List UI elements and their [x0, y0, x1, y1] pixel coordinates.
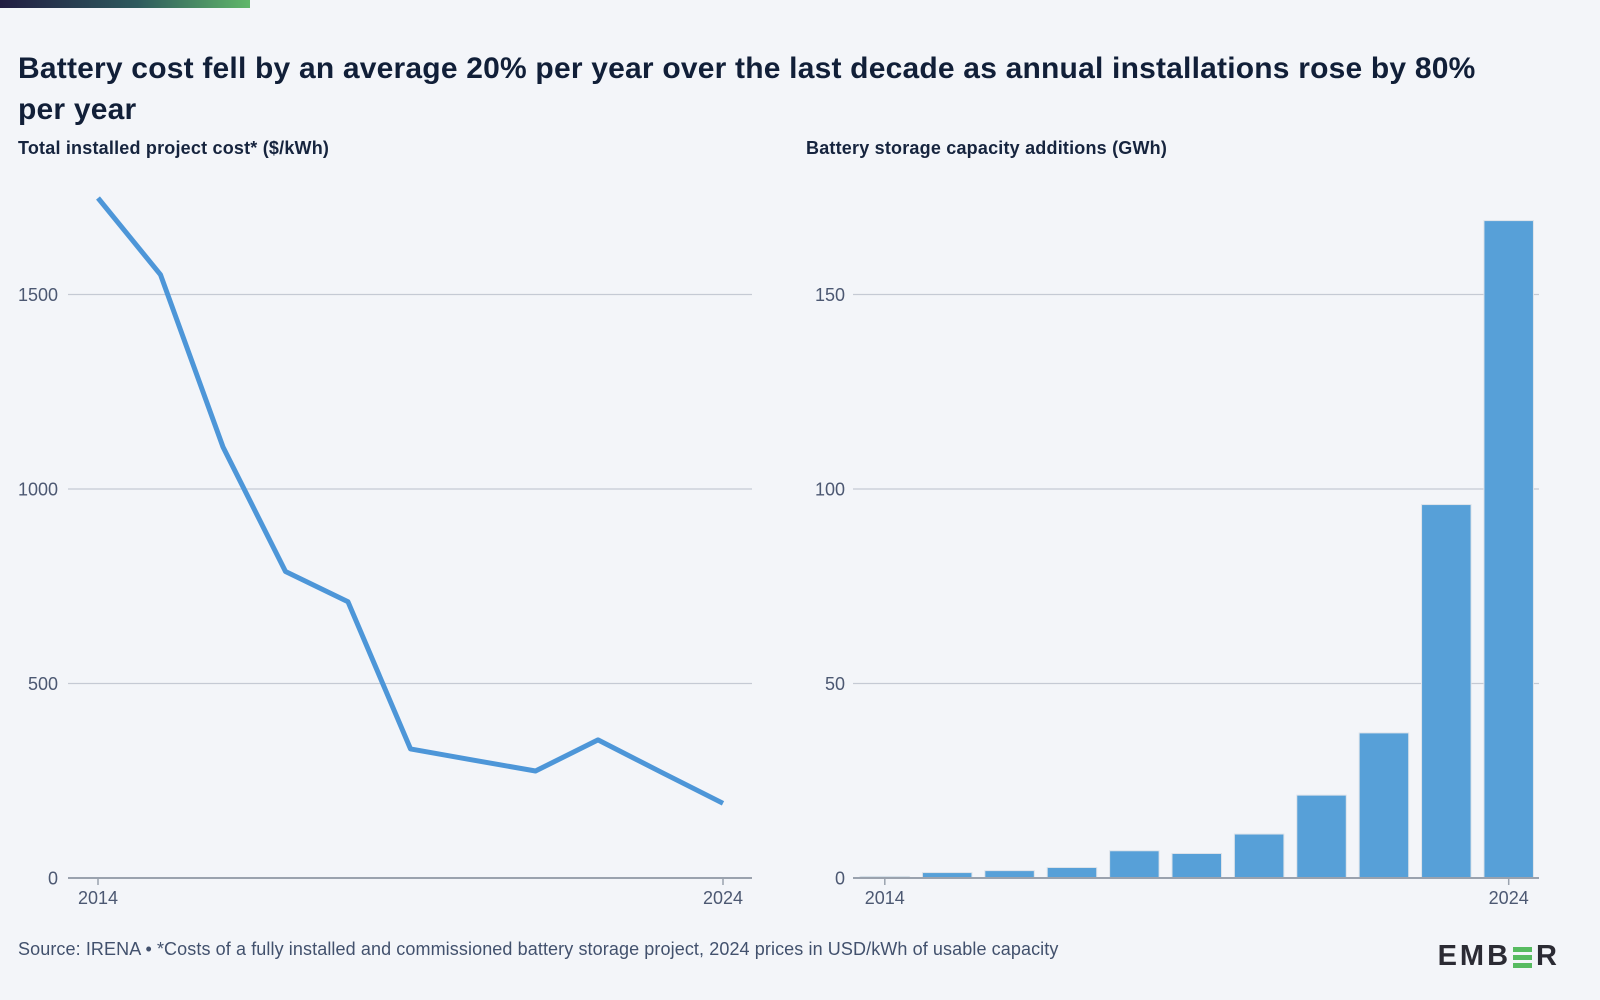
bar-chart-capacity-additions: 0 50 100 150 2014 2024 — [815, 220, 1539, 908]
source-note: Source: IRENA • *Costs of a fully instal… — [18, 939, 1059, 959]
svg-text:150: 150 — [815, 285, 845, 305]
svg-text:0: 0 — [835, 869, 845, 889]
logo-text-r: R — [1536, 940, 1560, 972]
svg-text:2014: 2014 — [78, 888, 118, 908]
left-chart-title: Total installed project cost* ($/kWh) — [18, 138, 330, 158]
logo-green-e-icon — [1513, 947, 1533, 968]
line-chart-installed-cost: 0 500 1000 1500 2014 2024 — [18, 196, 752, 908]
svg-text:2024: 2024 — [1489, 888, 1529, 908]
svg-text:0: 0 — [48, 869, 58, 889]
chart-headline: Battery cost fell by an average 20% per … — [18, 52, 1476, 127]
svg-text:50: 50 — [825, 674, 845, 694]
brand-accent-bar — [0, 0, 250, 8]
svg-text:2014: 2014 — [865, 888, 905, 908]
ember-logo: EMB R — [1437, 940, 1560, 972]
logo-text-emb: EMB — [1437, 940, 1512, 972]
svg-text:500: 500 — [28, 674, 58, 694]
svg-text:2024: 2024 — [703, 888, 743, 908]
svg-text:1000: 1000 — [18, 480, 58, 500]
svg-text:100: 100 — [815, 480, 845, 500]
svg-text:1500: 1500 — [18, 285, 58, 305]
right-chart-title: Battery storage capacity additions (GWh) — [806, 138, 1168, 158]
